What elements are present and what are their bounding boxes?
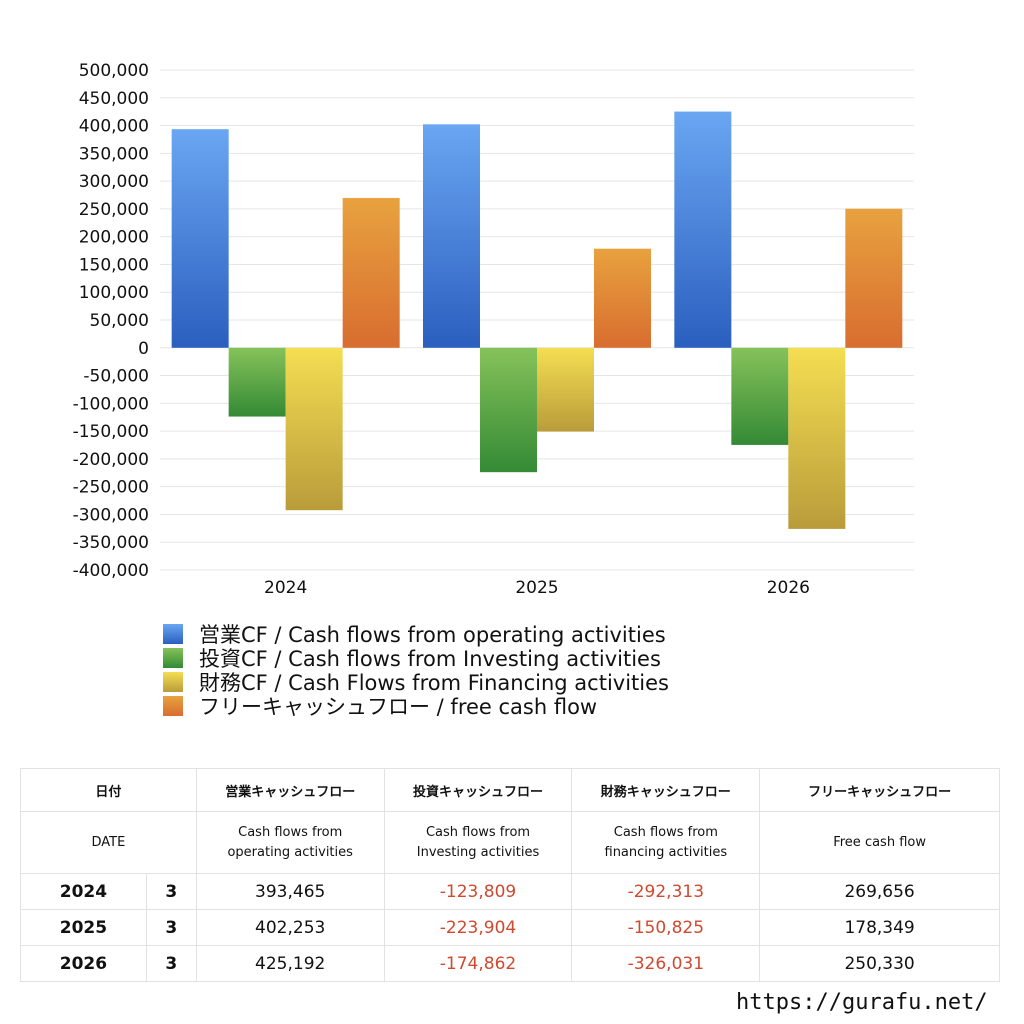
y-tick-label: 100,000: [79, 283, 149, 303]
bar-investing-2024: [228, 347, 286, 417]
header-financing-en-line1: Cash flows from: [613, 824, 718, 840]
row-investing: -123,809: [383, 873, 573, 910]
row-month: 3: [145, 909, 197, 946]
y-tick-label: 450,000: [79, 89, 149, 109]
header-investing-en-line1: Cash flows from: [425, 824, 531, 840]
y-tick-label: -300,000: [73, 505, 149, 525]
legend-item-operating: 営業CF / Cash flows from operating activit…: [163, 622, 669, 647]
bar-financing-2025: [537, 347, 594, 432]
y-tick-label: -400,000: [73, 561, 149, 581]
y-tick-label: 400,000: [79, 117, 149, 137]
table-row: 2025 3 402,253 -223,904 -150,825 178,349: [20, 909, 1000, 946]
bar-investing-2026: [731, 347, 789, 445]
header-financing-en: Cash flows from financing activities: [571, 811, 761, 874]
cash-flow-table: 日付 営業キャッシュフロー 投資キャッシュフロー 財務キャッシュフロー フリーキ…: [20, 768, 1000, 982]
y-tick-label: 300,000: [79, 172, 149, 192]
legend-label-financing: 財務CF / Cash Flows from Financing activit…: [199, 671, 669, 695]
header-date-en: DATE: [20, 811, 197, 874]
row-free: 269,656: [759, 873, 1000, 910]
legend-label-free-cash-flow: フリーキャッシュフロー / free cash flow: [199, 695, 598, 719]
bar-financing-2024: [285, 347, 343, 511]
table-header-row-en: DATE Cash flows from operating activitie…: [20, 811, 1000, 874]
row-year: 2024: [20, 873, 147, 910]
legend-swatch-investing: [163, 648, 183, 668]
x-tick-label: 2024: [264, 578, 307, 598]
header-date-en-line: DATE: [91, 834, 126, 850]
row-operating: 393,465: [195, 873, 385, 910]
bar-free-cash-flow-2024: [342, 197, 400, 348]
header-free-en-line: Free cash flow: [833, 834, 926, 850]
source-url-link[interactable]: https://gurafu.net/: [736, 990, 988, 1015]
row-investing: -223,904: [383, 909, 573, 946]
table-row: 2024 3 393,465 -123,809 -292,313 269,656: [20, 873, 1000, 910]
bar-free-cash-flow-2025: [594, 248, 651, 348]
row-investing: -174,862: [383, 945, 573, 982]
header-operating-en: Cash flows from operating activities: [195, 811, 385, 874]
row-month: 3: [145, 945, 197, 982]
chart-legend: 営業CF / Cash flows from operating activit…: [163, 622, 669, 719]
bar-investing-2025: [480, 347, 537, 473]
header-investing-jp: 投資キャッシュフロー: [383, 768, 573, 812]
legend-item-financing: 財務CF / Cash Flows from Financing activit…: [163, 670, 669, 695]
y-tick-label: 500,000: [79, 61, 149, 81]
header-investing-en-line2: Investing activities: [416, 844, 540, 860]
y-tick-label: 200,000: [79, 228, 149, 248]
legend-label-operating: 営業CF / Cash flows from operating activit…: [199, 623, 666, 647]
bar-free-cash-flow-2026: [845, 208, 903, 348]
header-operating-en-line1: Cash flows from: [238, 824, 343, 840]
cash-flow-bar-chart: 500,000 450,000 400,000 350,000 300,000 250,0…: [73, 61, 914, 598]
header-free-en: Free cash flow: [759, 811, 1000, 874]
y-tick-label: -350,000: [73, 533, 149, 553]
row-year: 2026: [20, 945, 147, 982]
y-tick-label: 150,000: [79, 255, 149, 275]
header-date-jp: 日付: [20, 768, 197, 812]
header-operating-jp: 営業キャッシュフロー: [195, 768, 385, 812]
header-free-jp: フリーキャッシュフロー: [759, 768, 1000, 812]
header-financing-en-line2: financing activities: [604, 844, 728, 860]
y-tick-label: -100,000: [73, 394, 149, 414]
y-tick-label: 50,000: [90, 311, 149, 331]
legend-item-investing: 投資CF / Cash flows from Investing activit…: [163, 646, 669, 671]
x-tick-label: 2026: [767, 578, 810, 598]
header-operating-en-line2: operating activities: [227, 844, 353, 860]
y-tick-label: 250,000: [79, 200, 149, 220]
bar-operating-2025: [423, 124, 480, 348]
header-financing-jp: 財務キャッシュフロー: [571, 768, 761, 812]
legend-swatch-operating: [163, 624, 183, 644]
x-tick-label: 2025: [515, 578, 558, 598]
row-operating: 425,192: [195, 945, 385, 982]
legend-item-free-cash-flow: フリーキャッシュフロー / free cash flow: [163, 694, 669, 719]
y-tick-label: -50,000: [83, 367, 149, 387]
row-month: 3: [145, 873, 197, 910]
row-financing: -326,031: [571, 945, 761, 982]
y-tick-label: -250,000: [73, 478, 149, 498]
row-free: 250,330: [759, 945, 1000, 982]
row-financing: -292,313: [571, 873, 761, 910]
bar-financing-2026: [788, 347, 846, 529]
bar-operating-2024: [171, 129, 229, 348]
y-tick-label: 350,000: [79, 144, 149, 164]
row-year: 2025: [20, 909, 147, 946]
y-tick-label: -200,000: [73, 450, 149, 470]
row-financing: -150,825: [571, 909, 761, 946]
y-tick-label: 0: [138, 339, 149, 359]
legend-swatch-free-cash-flow: [163, 696, 183, 716]
table-row: 2026 3 425,192 -174,862 -326,031 250,330: [20, 945, 1000, 982]
bar-operating-2026: [674, 111, 732, 348]
table-header-row-jp: 日付 営業キャッシュフロー 投資キャッシュフロー 財務キャッシュフロー フリーキ…: [20, 768, 1000, 812]
legend-swatch-financing: [163, 672, 183, 692]
legend-label-investing: 投資CF / Cash flows from Investing activit…: [199, 647, 661, 671]
y-tick-label: -150,000: [73, 422, 149, 442]
row-free: 178,349: [759, 909, 1000, 946]
row-operating: 402,253: [195, 909, 385, 946]
header-investing-en: Cash flows from Investing activities: [383, 811, 573, 874]
